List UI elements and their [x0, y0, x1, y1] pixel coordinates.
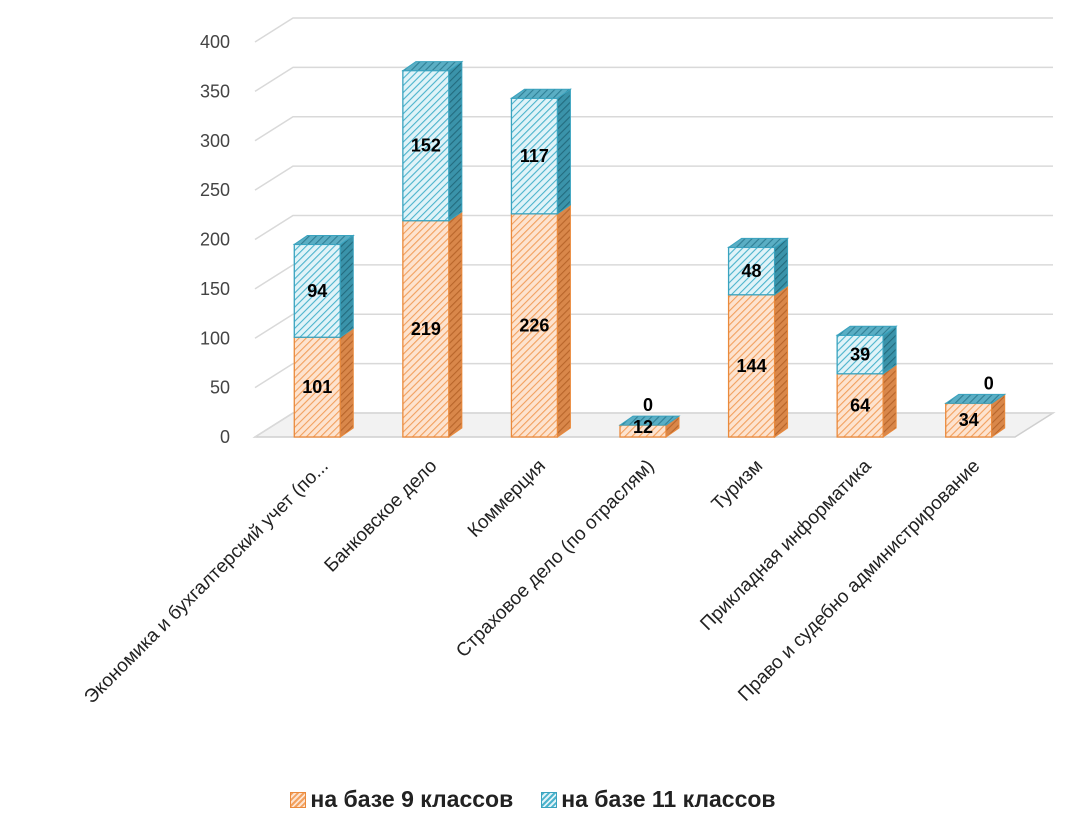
bar-segment-front	[836, 373, 884, 438]
bar-segment-front	[293, 243, 341, 338]
data-label: 226	[519, 315, 549, 335]
bar-segment-front	[510, 97, 559, 215]
bar-top-cap	[726, 237, 790, 248]
bar-top-cap	[618, 415, 681, 426]
data-label: 101	[302, 377, 332, 397]
bar-segment-side	[339, 234, 354, 339]
data-label: 219	[411, 319, 441, 339]
data-label: 12	[633, 417, 653, 437]
data-label: 117	[520, 146, 549, 166]
data-label: 0	[643, 395, 653, 415]
data-label: 39	[850, 345, 870, 365]
legend-label-series-1: на базе 9 классов	[310, 786, 514, 812]
bar-segment-side	[882, 363, 897, 438]
y-tick-label: 0	[220, 427, 230, 447]
y-tick-label: 300	[200, 131, 230, 151]
legend-swatch-series-1	[290, 791, 307, 808]
y-tick-label: 200	[200, 230, 230, 250]
bar-segment-front	[402, 220, 450, 438]
gridline	[254, 214, 1053, 241]
legend-item-series-2: на базе 11 классов	[541, 786, 776, 813]
x-category-label: Банковское дело	[321, 456, 442, 577]
x-category-label: Страховое дело (по отраслям)	[452, 456, 658, 662]
data-label: 144	[737, 356, 767, 376]
legend: на базе 9 классов на базе 11 классов	[0, 786, 1066, 813]
data-label: 94	[307, 281, 327, 301]
x-category-label: Право и судебно администрирование	[734, 456, 984, 706]
gridline	[254, 66, 1053, 93]
gridline	[254, 17, 1053, 43]
bar-segment-side	[448, 210, 463, 438]
x-category-label: Туризм	[708, 456, 767, 515]
bar-top-cap	[292, 234, 355, 245]
y-tick-label: 350	[200, 81, 230, 101]
y-tick-label: 250	[200, 180, 230, 200]
gridline	[254, 313, 1053, 339]
bar-segment-side	[556, 88, 571, 215]
bar-segment-front	[293, 336, 341, 438]
x-category-label: Экономика и бухгалтерский учет (по...	[80, 456, 332, 708]
legend-swatch-series-2	[541, 791, 558, 808]
bar-top-cap	[944, 393, 1007, 404]
bar-top-cap	[401, 61, 464, 72]
gridline	[254, 116, 1053, 142]
bar-segment-front	[945, 402, 993, 438]
gridline	[254, 264, 1053, 290]
gridline	[254, 165, 1053, 191]
bar-top-cap	[509, 88, 573, 99]
bar-top-cap	[835, 325, 898, 336]
bar-segment-side	[448, 60, 463, 222]
data-label: 0	[984, 373, 994, 393]
gridline	[254, 412, 1053, 438]
x-category-label: Прикладная информатика	[696, 455, 876, 635]
y-tick-label: 50	[210, 378, 230, 398]
bar-segment-side	[774, 284, 789, 438]
data-label: 64	[850, 395, 870, 415]
y-tick-label: 150	[200, 279, 230, 299]
legend-item-series-1: на базе 9 классов	[290, 786, 513, 813]
gridline	[254, 362, 1053, 389]
bar-segment-side	[556, 203, 571, 438]
data-label: 34	[959, 410, 979, 430]
data-label: 48	[742, 261, 762, 281]
bar-segment-side	[774, 237, 789, 296]
bar-segment-side	[339, 327, 354, 438]
bar-segment-front	[510, 213, 559, 438]
data-label: 152	[411, 136, 441, 156]
y-tick-label: 400	[200, 32, 230, 52]
x-category-label: Коммерция	[464, 456, 550, 542]
legend-label-series-2: на базе 11 классов	[561, 786, 776, 812]
y-tick-label: 100	[200, 328, 230, 348]
